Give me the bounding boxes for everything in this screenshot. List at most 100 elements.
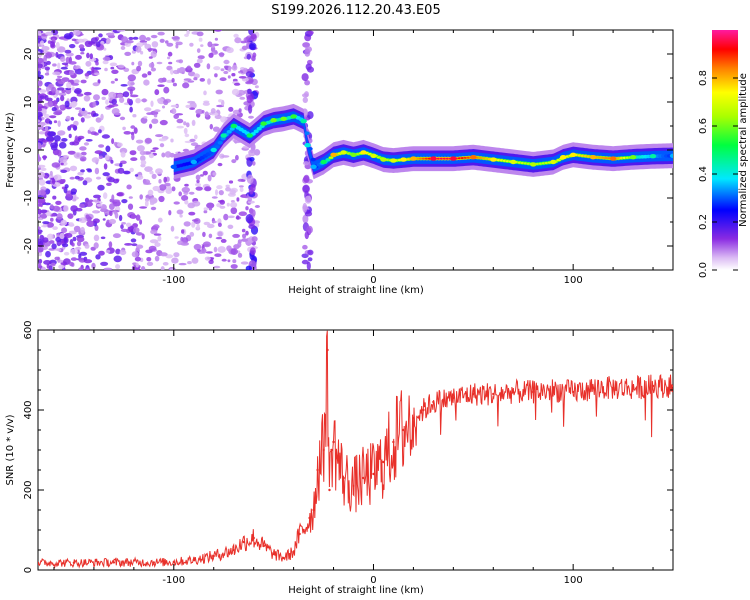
noise-speckle bbox=[207, 78, 211, 85]
noise-speckle bbox=[201, 247, 207, 254]
noise-speckle bbox=[77, 38, 85, 43]
noise-speckle bbox=[57, 120, 61, 127]
noise-speckle bbox=[217, 222, 222, 227]
noise-speckle bbox=[98, 129, 102, 134]
noise-speckle bbox=[38, 80, 43, 87]
noise-speckle bbox=[46, 60, 51, 65]
noise-speckle bbox=[154, 242, 161, 248]
noise-speckle bbox=[184, 183, 189, 187]
noise-speckle bbox=[179, 214, 183, 218]
noise-speckle bbox=[109, 62, 118, 67]
noise-speckle bbox=[100, 236, 106, 240]
noise-speckle bbox=[136, 145, 145, 152]
snr-data-point bbox=[591, 386, 595, 390]
noise-streak bbox=[303, 175, 310, 182]
noise-streak bbox=[302, 202, 308, 213]
noise-speckle bbox=[72, 198, 77, 202]
ridge-segment bbox=[217, 141, 223, 145]
noise-speckle bbox=[110, 159, 114, 164]
colorbar-label: Normalized spectral amplitude bbox=[738, 73, 749, 227]
noise-speckle bbox=[146, 257, 152, 262]
noise-speckle bbox=[75, 54, 82, 60]
colorbar: 0.0 0.2 0.4 0.6 0.8 Normalized spectral ampl… bbox=[698, 30, 749, 278]
noise-speckle bbox=[164, 182, 171, 187]
noise-speckle bbox=[170, 68, 174, 75]
noise-speckle bbox=[225, 186, 231, 192]
noise-speckle bbox=[254, 205, 260, 208]
noise-speckle bbox=[38, 238, 42, 245]
noise-speckle bbox=[206, 202, 215, 209]
ridge-point bbox=[340, 150, 347, 155]
noise-speckle bbox=[213, 265, 221, 269]
noise-speckle bbox=[220, 238, 227, 243]
noise-speckle bbox=[58, 142, 67, 149]
noise-streak bbox=[245, 214, 254, 224]
noise-speckle bbox=[91, 157, 100, 163]
noise-speckle bbox=[153, 114, 158, 118]
noise-speckle bbox=[133, 127, 138, 134]
noise-speckle bbox=[90, 131, 97, 136]
noise-speckle bbox=[109, 210, 113, 217]
noise-speckle bbox=[58, 264, 65, 269]
noise-speckle bbox=[130, 157, 138, 162]
noise-speckle bbox=[38, 74, 44, 80]
ridge-point bbox=[450, 156, 457, 161]
noise-speckle bbox=[167, 56, 171, 60]
noise-speckle bbox=[191, 257, 199, 264]
noise-speckle bbox=[118, 214, 123, 222]
y-tick-label: 400 bbox=[23, 400, 34, 419]
noise-speckle bbox=[193, 62, 201, 68]
noise-speckle bbox=[227, 75, 231, 79]
noise-speckle bbox=[50, 217, 54, 222]
colorbar-tick-label: 0.8 bbox=[698, 70, 709, 86]
colorbar-gradient bbox=[712, 30, 738, 270]
ridge-point bbox=[649, 154, 657, 159]
noise-speckle bbox=[52, 226, 58, 231]
noise-speckle bbox=[53, 174, 62, 181]
noise-speckle bbox=[233, 33, 239, 38]
noise-speckle bbox=[152, 224, 160, 229]
ridge-point bbox=[310, 164, 317, 169]
noise-speckle bbox=[140, 155, 146, 162]
noise-streak bbox=[247, 197, 253, 202]
noise-speckle bbox=[193, 77, 198, 81]
noise-speckle bbox=[171, 257, 179, 264]
noise-speckle bbox=[123, 67, 130, 72]
noise-speckle bbox=[156, 98, 164, 103]
noise-speckle bbox=[232, 233, 241, 238]
noise-speckle bbox=[227, 224, 234, 229]
noise-speckle bbox=[125, 222, 132, 227]
noise-speckle bbox=[231, 73, 236, 77]
noise-speckle bbox=[227, 215, 235, 219]
noise-speckle bbox=[144, 200, 149, 207]
noise-speckle bbox=[198, 37, 203, 42]
noise-speckle bbox=[78, 267, 84, 270]
ridge-point bbox=[230, 123, 237, 129]
ridge-point bbox=[390, 158, 397, 163]
noise-speckle bbox=[143, 79, 150, 86]
snr-data-point bbox=[402, 428, 405, 432]
noise-speckle bbox=[230, 248, 238, 256]
noise-speckle bbox=[41, 144, 46, 148]
noise-speckle bbox=[218, 190, 224, 196]
ridge-point bbox=[190, 159, 197, 165]
noise-speckle bbox=[108, 241, 113, 248]
noise-speckle bbox=[38, 63, 43, 69]
noise-speckle bbox=[95, 61, 99, 66]
snr-data-point bbox=[651, 384, 655, 388]
noise-speckle bbox=[38, 263, 42, 268]
noise-speckle bbox=[40, 40, 44, 46]
noise-speckle bbox=[173, 252, 180, 258]
noise-speckle bbox=[123, 131, 132, 135]
snr-data-point bbox=[312, 508, 315, 512]
noise-speckle bbox=[106, 182, 112, 186]
noise-speckle bbox=[86, 220, 95, 227]
noise-speckle bbox=[81, 110, 88, 117]
noise-speckle bbox=[164, 151, 172, 158]
noise-speckle bbox=[121, 222, 126, 225]
noise-speckle bbox=[195, 108, 204, 115]
noise-speckle bbox=[160, 266, 165, 270]
ridge-point bbox=[530, 162, 537, 167]
noise-speckle bbox=[204, 186, 212, 192]
chart-title: S199.2026.112.20.43.E05 bbox=[271, 3, 440, 18]
